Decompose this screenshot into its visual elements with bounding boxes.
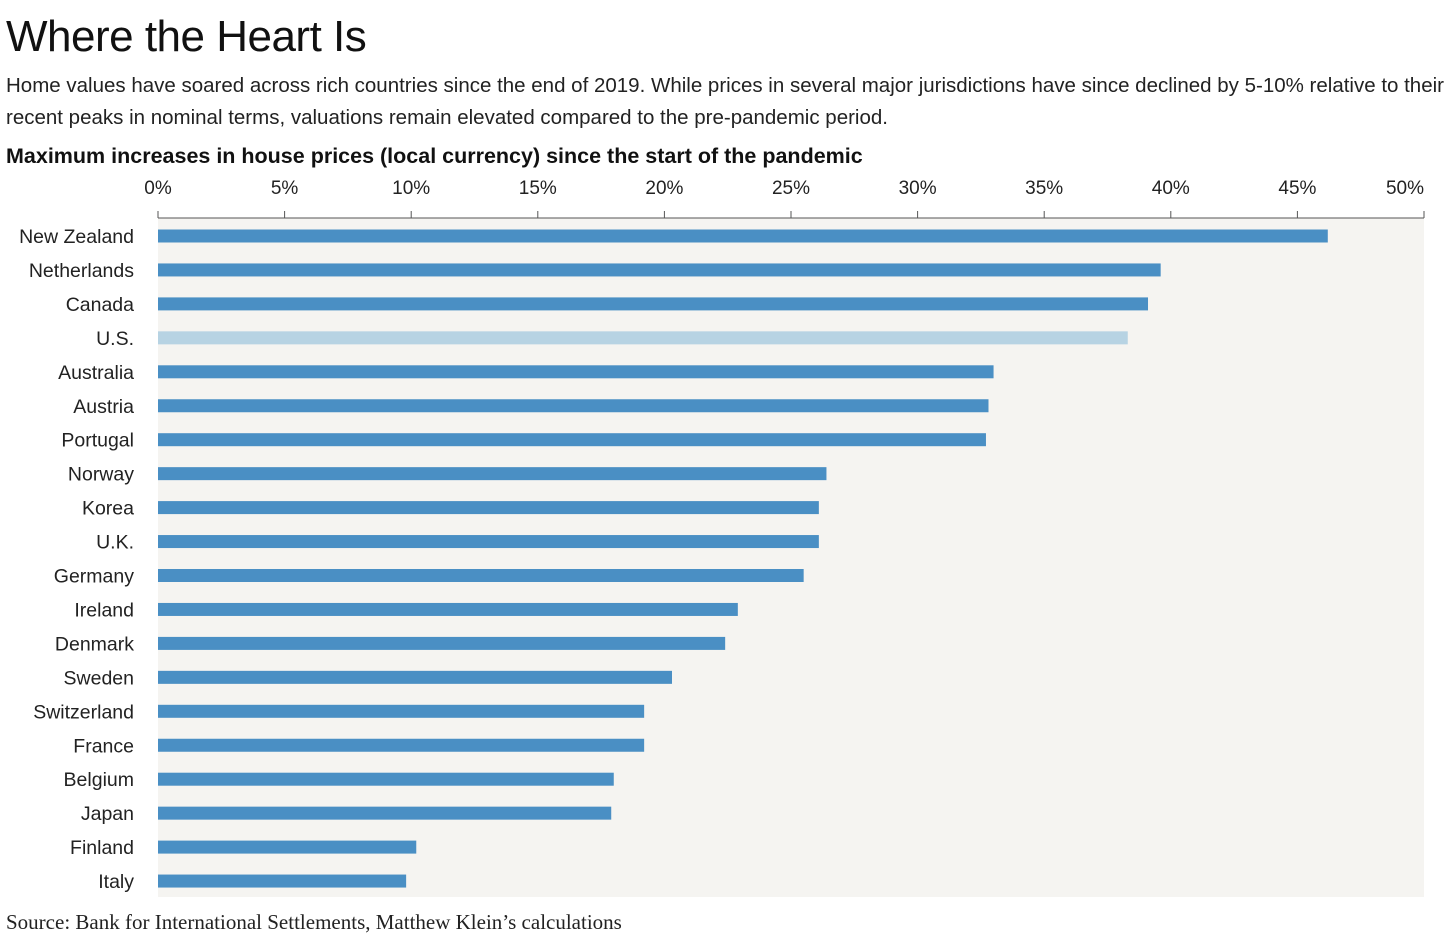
bar-u-s — [158, 331, 1128, 345]
category-label: New Zealand — [19, 226, 134, 248]
category-label: Sweden — [64, 667, 134, 689]
x-tick-label: 15% — [519, 178, 557, 199]
category-label: U.K. — [96, 532, 134, 554]
category-label: France — [73, 735, 134, 757]
x-tick-label: 0% — [144, 178, 172, 199]
bar-switzerland — [158, 704, 645, 718]
category-label: Netherlands — [29, 260, 134, 282]
bar-new-zealand — [158, 229, 1328, 243]
category-label: U.S. — [96, 328, 134, 350]
x-tick-label: 20% — [645, 178, 683, 199]
bar-korea — [158, 501, 819, 515]
chart-title-main: Where the Heart Is — [6, 12, 367, 61]
category-label: Denmark — [55, 633, 134, 655]
bar-portugal — [158, 433, 986, 447]
bar-netherlands — [158, 263, 1161, 277]
x-tick-label: 10% — [392, 178, 430, 199]
x-tick-label: 50% — [1386, 178, 1424, 199]
bar-germany — [158, 569, 804, 582]
category-label: Portugal — [61, 430, 134, 452]
plot-area — [158, 218, 1424, 897]
x-tick-label: 25% — [772, 178, 810, 199]
x-tick-label: 5% — [271, 178, 299, 199]
category-label: Finland — [70, 837, 134, 859]
plot-title: Maximum increases in house prices (local… — [6, 144, 863, 168]
category-label: Austria — [73, 396, 134, 418]
category-label: Switzerland — [33, 701, 134, 723]
category-label: Ireland — [74, 599, 134, 621]
x-tick-label: 45% — [1278, 178, 1316, 199]
bar-australia — [158, 365, 994, 379]
bar-france — [158, 738, 645, 752]
bar-finland — [158, 840, 417, 854]
bar-u-k — [158, 535, 819, 549]
bar-canada — [158, 297, 1149, 311]
chart-subtitle: Home values have soared across rich coun… — [6, 74, 1444, 129]
bar-chart: 0% 5% 10% 15% 20% 25% 30% 35% 40% 45% 50% New Zeal… — [19, 178, 1425, 897]
category-label: Canada — [66, 294, 134, 316]
source-note: Source: Bank for International Settlemen… — [6, 910, 622, 934]
category-label: Japan — [81, 803, 134, 825]
category-label: Korea — [82, 498, 134, 520]
category-label: Germany — [54, 566, 134, 588]
bar-italy — [158, 874, 407, 888]
category-label: Australia — [58, 362, 134, 384]
bar-japan — [158, 806, 612, 820]
bar-denmark — [158, 636, 726, 650]
category-label: Italy — [98, 871, 134, 893]
bar-sweden — [158, 670, 672, 684]
category-label: Norway — [68, 464, 134, 486]
category-label: Belgium — [64, 769, 134, 791]
bar-norway — [158, 467, 827, 481]
x-tick-label: 30% — [899, 178, 937, 199]
bar-austria — [158, 399, 989, 413]
x-tick-label: 35% — [1025, 178, 1063, 199]
x-tick-label: 40% — [1152, 178, 1190, 199]
bar-belgium — [158, 772, 614, 786]
bar-ireland — [158, 602, 738, 616]
